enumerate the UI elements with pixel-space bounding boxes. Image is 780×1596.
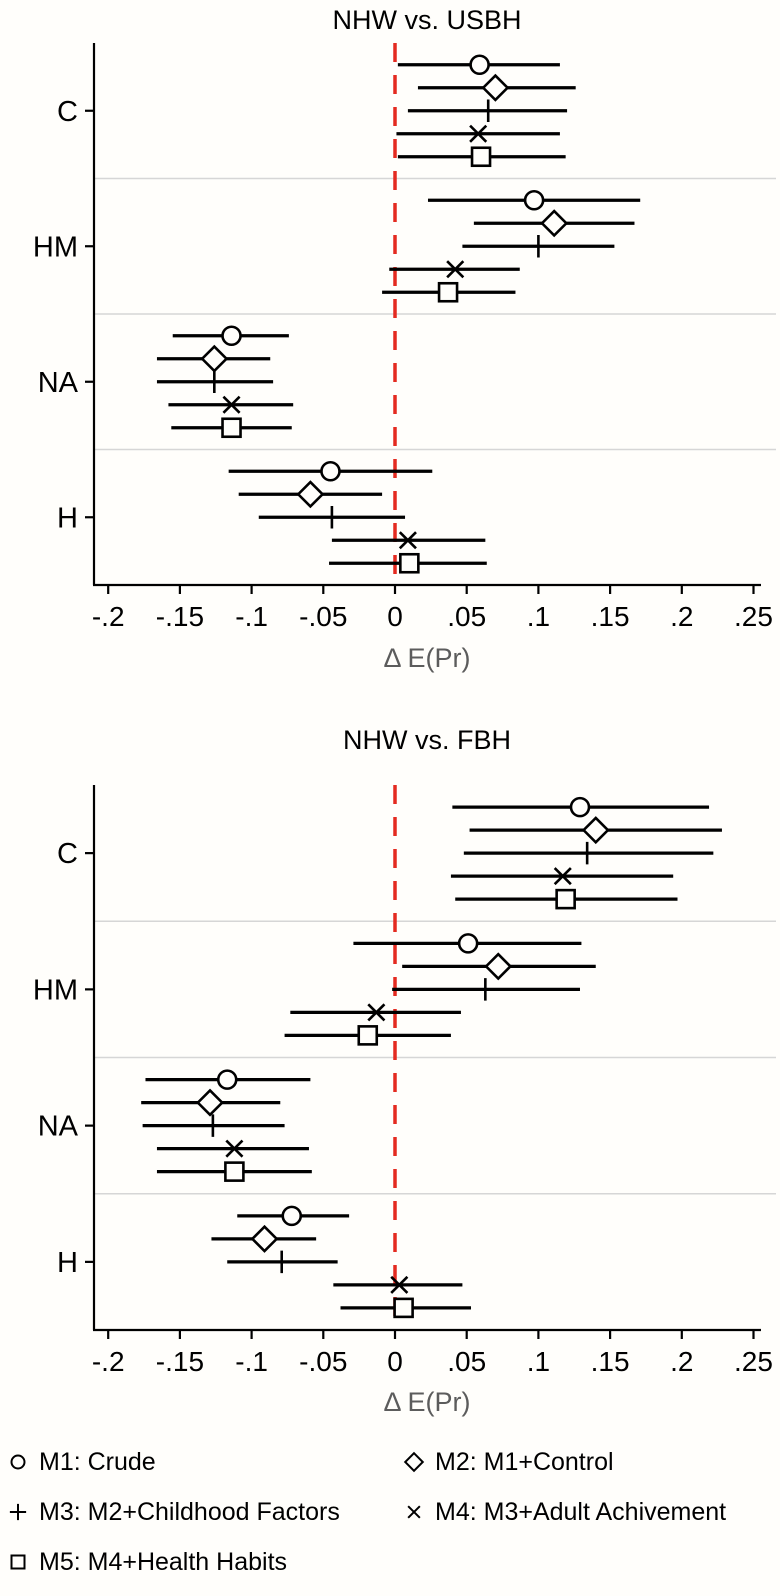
marker-x <box>225 1139 244 1158</box>
marker-circle <box>569 796 591 818</box>
x-tick-label: .25 <box>734 1346 773 1377</box>
x-tick-label: -.2 <box>92 601 125 632</box>
y-category-label: NA <box>38 1111 79 1143</box>
marker-square <box>357 1025 379 1046</box>
x-tick-label: -.2 <box>92 1346 125 1377</box>
marker-square <box>393 1297 414 1319</box>
x-tick-label: .05 <box>447 601 486 632</box>
y-category-label: C <box>57 838 78 870</box>
marker-circle <box>281 1205 303 1227</box>
panel1-xaxis-label: Δ E(Pr) <box>383 643 471 673</box>
marker-square <box>221 417 242 439</box>
y-category-label: NA <box>38 367 79 399</box>
x-tick-label: -.1 <box>235 1346 268 1377</box>
x-tick-label: .1 <box>527 601 550 632</box>
marker-square <box>437 281 459 303</box>
x-tick-label: -.15 <box>156 601 204 632</box>
marker-x <box>446 260 465 279</box>
x-tick-label: -.1 <box>235 601 268 632</box>
marker-diamond <box>196 1088 225 1117</box>
x-tick-label: .1 <box>527 1346 550 1377</box>
marker-x <box>222 395 241 414</box>
x-tick-label: .2 <box>670 601 693 632</box>
marker-circle <box>523 189 545 211</box>
marker-diamond <box>581 816 610 845</box>
y-category-label: H <box>57 502 78 534</box>
y-category-label: HM <box>33 974 78 1006</box>
x-tick-label: 0 <box>387 1346 403 1377</box>
marker-circle <box>216 1069 238 1090</box>
marker-diamond <box>484 952 513 981</box>
x-tick-label: -.05 <box>299 1346 347 1377</box>
y-category-label: HM <box>33 231 78 263</box>
marker-diamond <box>200 344 229 373</box>
marker-x <box>390 1275 409 1294</box>
x-tick-label: .15 <box>591 1346 630 1377</box>
y-category-label: C <box>57 96 78 128</box>
marker-diamond <box>296 480 325 509</box>
marker-square <box>399 552 420 574</box>
panel-0: -.2 -.15 -.1 -.05 0 .05 .1 .15 .2 .25 C HM NA H <box>33 43 776 632</box>
x-tick-label: -.15 <box>156 1346 204 1377</box>
marker-square <box>555 888 576 910</box>
marker-square <box>224 1161 245 1182</box>
marker-diamond <box>250 1224 279 1253</box>
panel2-title: NHW vs. FBH <box>343 725 511 755</box>
panel-1: -.2 -.15 -.1 -.05 0 .05 .1 .15 .2 .25 C HM NA H <box>33 785 776 1377</box>
x-tick-label: 0 <box>387 601 403 632</box>
marker-diamond <box>481 73 510 102</box>
x-tick-label: .2 <box>670 1346 693 1377</box>
marker-circle <box>457 933 479 954</box>
marker-x <box>553 867 572 886</box>
x-tick-label: .05 <box>447 1346 486 1377</box>
x-tick-label: -.05 <box>299 601 347 632</box>
y-category-label: H <box>57 1247 78 1279</box>
x-tick-label: .25 <box>734 601 773 632</box>
marker-square <box>470 146 492 168</box>
marker-x <box>469 124 488 143</box>
marker-x <box>367 1003 386 1022</box>
x-tick-label: .15 <box>591 601 630 632</box>
marker-circle <box>469 54 490 76</box>
marker-circle <box>221 325 242 347</box>
marker-x <box>398 531 417 550</box>
marker-circle <box>320 460 341 482</box>
panel1-title: NHW vs. USBH <box>332 5 522 35</box>
marker-diamond <box>540 209 569 238</box>
panel2-xaxis-label: Δ E(Pr) <box>383 1387 471 1417</box>
